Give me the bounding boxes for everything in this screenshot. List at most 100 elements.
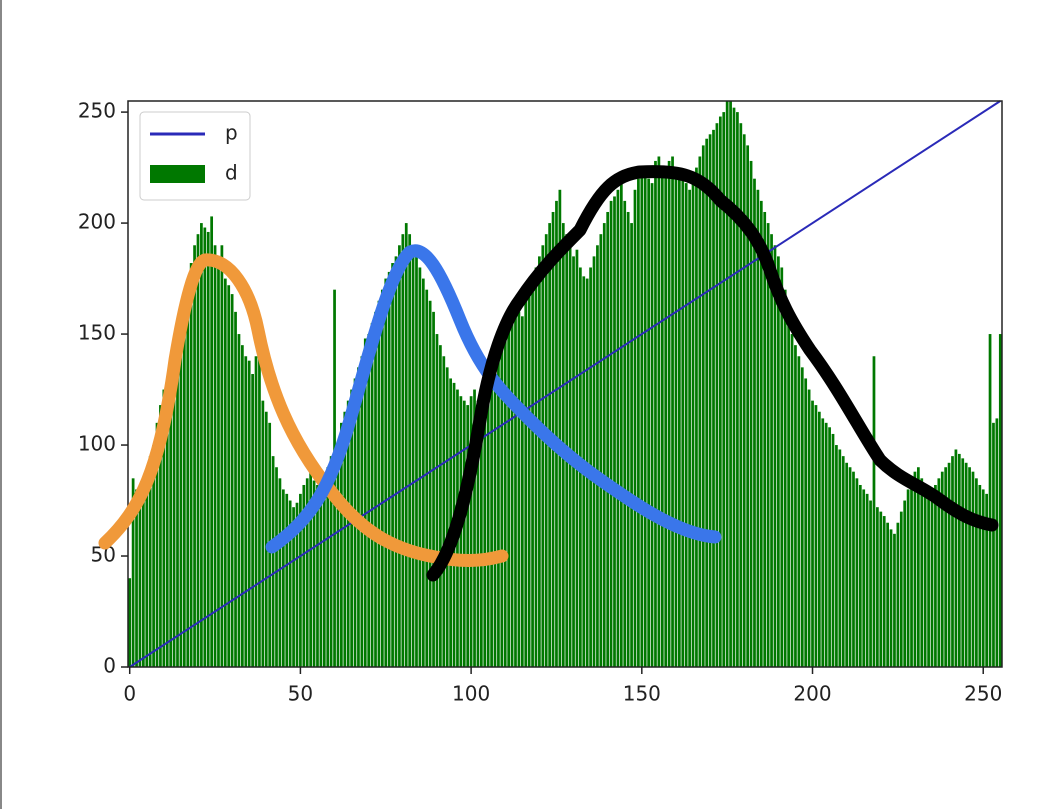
bar xyxy=(169,378,173,667)
bar xyxy=(753,178,756,667)
bar xyxy=(886,522,889,667)
bar xyxy=(176,356,179,667)
bar xyxy=(678,178,681,667)
bar xyxy=(258,345,261,667)
bar xyxy=(910,478,913,667)
bar xyxy=(449,378,452,667)
bar xyxy=(387,271,391,667)
bar xyxy=(162,389,166,667)
bar xyxy=(934,484,937,667)
bar xyxy=(988,334,992,667)
bar xyxy=(534,267,538,667)
bar xyxy=(432,311,435,667)
bar xyxy=(237,334,241,667)
legend: pd xyxy=(139,111,251,201)
bar xyxy=(896,522,900,667)
x-tick-label: 200 xyxy=(793,682,831,706)
bar xyxy=(770,234,773,668)
bar xyxy=(807,389,811,667)
bar xyxy=(664,174,668,667)
bar xyxy=(899,511,903,667)
bar xyxy=(916,467,920,667)
bar xyxy=(821,418,825,667)
bar xyxy=(367,334,371,667)
bar xyxy=(852,471,855,667)
bar xyxy=(275,467,278,667)
bar xyxy=(326,467,330,667)
bar xyxy=(971,471,975,667)
bar xyxy=(783,289,787,667)
orange-curve xyxy=(98,253,509,567)
bar xyxy=(951,456,954,667)
line xyxy=(129,100,1001,668)
bar xyxy=(606,211,610,667)
bar xyxy=(346,400,350,667)
bar xyxy=(182,311,186,667)
bar xyxy=(445,367,449,667)
y-tick-label: 0 xyxy=(103,654,116,678)
bar xyxy=(244,356,248,667)
bar xyxy=(360,356,364,667)
bar xyxy=(380,289,384,667)
bar xyxy=(538,256,541,667)
bar xyxy=(838,449,842,667)
bar xyxy=(637,178,640,667)
bar xyxy=(981,489,985,667)
bar xyxy=(841,456,845,667)
bar xyxy=(401,234,405,668)
bar xyxy=(920,478,924,667)
black-curve xyxy=(426,165,999,582)
bar xyxy=(421,278,425,667)
bar xyxy=(872,356,876,667)
bar xyxy=(394,256,398,667)
bar xyxy=(756,189,760,668)
bar xyxy=(845,462,849,667)
bar xyxy=(961,458,965,667)
bar xyxy=(913,471,917,667)
bar xyxy=(473,389,476,667)
bar xyxy=(278,478,282,667)
bar xyxy=(619,183,623,667)
bar xyxy=(141,484,145,667)
bar xyxy=(312,480,316,667)
bar xyxy=(148,456,152,667)
legend-swatch xyxy=(150,165,205,183)
bar xyxy=(462,400,466,667)
hand-drawn-curves xyxy=(98,165,999,582)
bar xyxy=(800,367,804,667)
bar xyxy=(200,223,203,667)
y-tick-label: 200 xyxy=(78,210,116,234)
bar xyxy=(729,101,732,667)
bar xyxy=(305,478,309,667)
bar xyxy=(811,400,814,667)
bar xyxy=(698,156,702,668)
bar xyxy=(510,311,514,667)
bar xyxy=(404,223,408,667)
bar xyxy=(261,400,265,667)
bar xyxy=(797,356,801,667)
bar xyxy=(128,578,132,667)
bar xyxy=(865,493,869,667)
bar xyxy=(415,256,418,667)
bar xyxy=(299,493,302,667)
bar xyxy=(343,411,347,667)
bar xyxy=(592,256,596,667)
bar xyxy=(742,134,746,667)
bar xyxy=(234,311,237,667)
legend-label: p xyxy=(225,121,238,145)
bar xyxy=(189,263,193,667)
x-tick-label: 100 xyxy=(452,682,490,706)
bar xyxy=(503,334,507,667)
bar xyxy=(817,411,821,667)
bar xyxy=(281,489,285,667)
blue-curve xyxy=(265,244,722,554)
bar xyxy=(179,334,183,667)
bar xyxy=(271,456,275,667)
bar xyxy=(869,500,872,667)
bar xyxy=(893,533,896,667)
bar xyxy=(613,196,616,668)
bar xyxy=(596,245,599,667)
bar xyxy=(998,334,1002,667)
bar xyxy=(660,167,664,667)
